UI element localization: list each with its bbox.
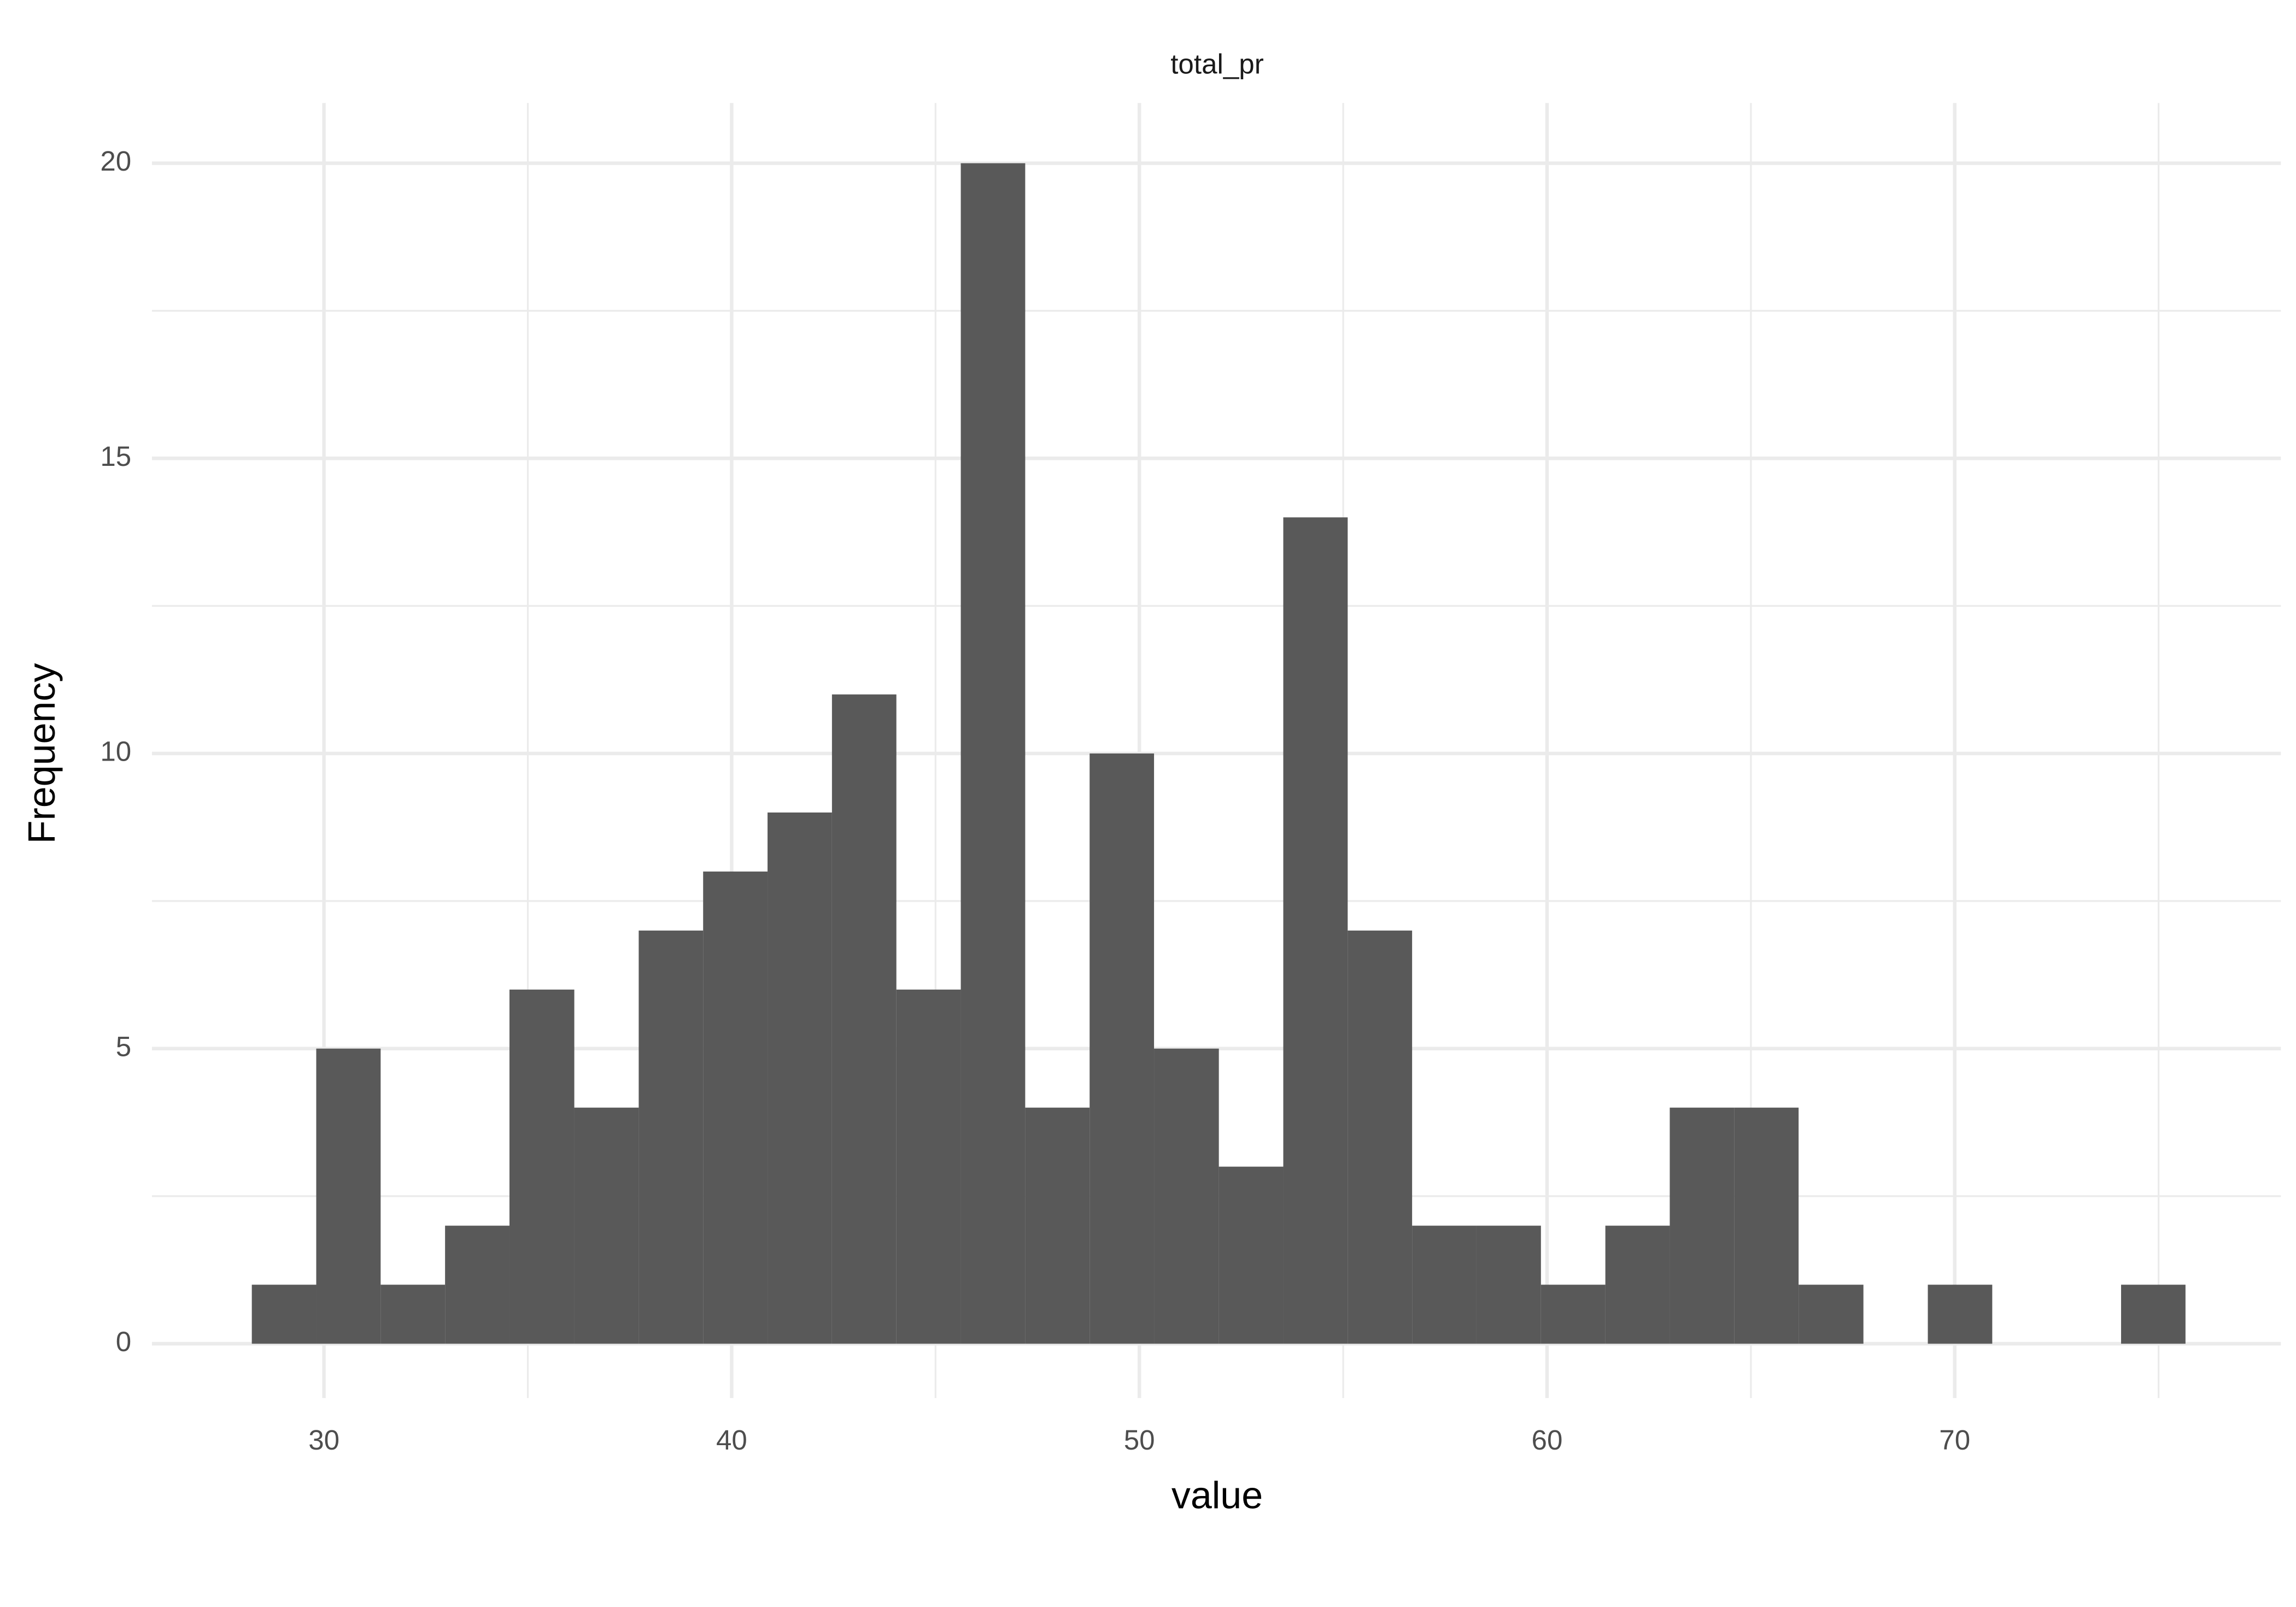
bar: [1476, 1225, 1541, 1344]
bar: [2121, 1284, 2186, 1344]
y-tick-label: 15: [100, 441, 131, 472]
bar: [251, 1284, 317, 1344]
bar: [703, 871, 768, 1344]
bar: [1090, 753, 1155, 1344]
bar: [1219, 1166, 1284, 1344]
bar: [1928, 1284, 1993, 1344]
bar: [1348, 930, 1413, 1344]
y-axis-title: Frequency: [20, 663, 63, 844]
x-axis-title: value: [1172, 1474, 1263, 1516]
bar: [1541, 1284, 1606, 1344]
bar: [1154, 1048, 1219, 1344]
bar: [316, 1048, 381, 1344]
bar: [1799, 1284, 1864, 1344]
bar: [509, 989, 575, 1344]
bar: [1734, 1107, 1799, 1344]
x-tick-label: 60: [1532, 1424, 1563, 1456]
bar: [1412, 1225, 1477, 1344]
bar: [1283, 517, 1348, 1344]
chart-title: total_pr: [1170, 49, 1264, 80]
bar: [1025, 1107, 1090, 1344]
bar: [960, 163, 1026, 1344]
bar: [1605, 1225, 1670, 1344]
x-tick-label: 50: [1124, 1424, 1155, 1456]
y-tick-label: 10: [100, 736, 131, 767]
x-tick-label: 30: [308, 1424, 339, 1456]
bar: [831, 694, 897, 1344]
y-tick-label: 5: [116, 1031, 131, 1062]
bar: [380, 1284, 446, 1344]
y-tick-label: 20: [100, 145, 131, 177]
x-tick-label: 40: [716, 1424, 747, 1456]
bar: [768, 812, 832, 1344]
bar: [639, 930, 704, 1344]
bar: [574, 1107, 639, 1344]
bar: [445, 1225, 509, 1344]
x-tick-label: 70: [1939, 1424, 1970, 1456]
bar: [1670, 1107, 1735, 1344]
bar: [896, 989, 961, 1344]
y-tick-label: 0: [116, 1326, 131, 1357]
